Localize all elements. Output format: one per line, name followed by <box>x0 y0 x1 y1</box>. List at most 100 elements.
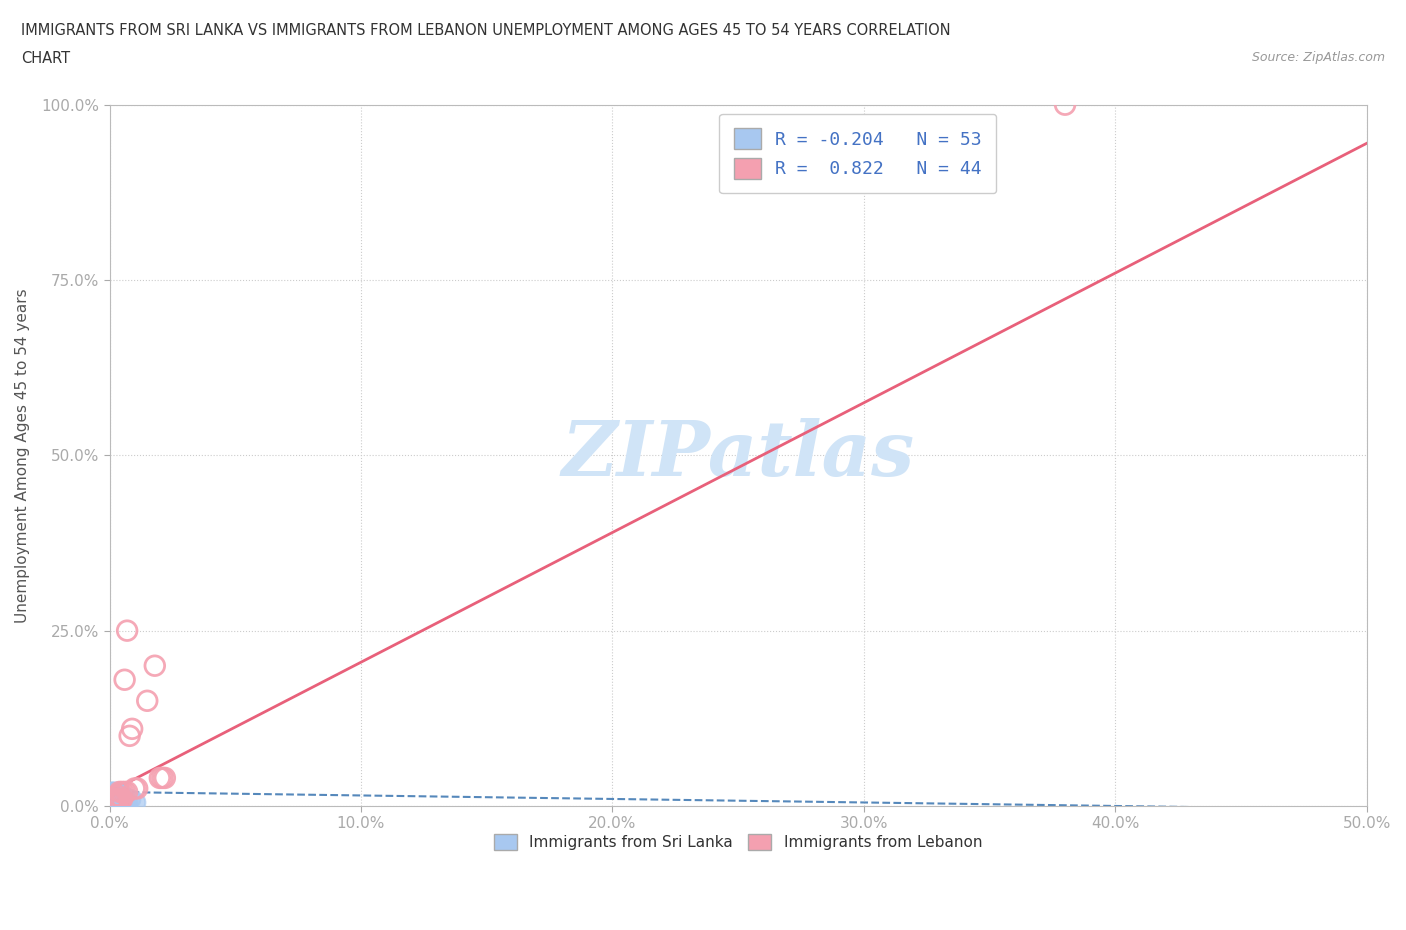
Point <box>103 795 125 810</box>
Point <box>101 791 124 806</box>
Point <box>101 795 124 810</box>
Point <box>101 795 124 810</box>
Point <box>115 623 138 638</box>
Point <box>103 788 125 803</box>
Point <box>103 795 125 810</box>
Point <box>124 781 146 796</box>
Point <box>108 791 131 806</box>
Point <box>101 791 124 806</box>
Text: ZIPatlas: ZIPatlas <box>561 418 915 492</box>
Point <box>105 791 128 806</box>
Point <box>101 795 124 810</box>
Point <box>101 785 124 800</box>
Text: Source: ZipAtlas.com: Source: ZipAtlas.com <box>1251 51 1385 64</box>
Point <box>103 795 125 810</box>
Point <box>115 785 138 800</box>
Point <box>108 785 131 800</box>
Point <box>103 795 125 810</box>
Point <box>101 791 124 806</box>
Point <box>101 795 124 810</box>
Point <box>103 795 125 810</box>
Point <box>108 795 131 810</box>
Point <box>105 795 128 810</box>
Point <box>111 788 134 803</box>
Point <box>149 770 172 785</box>
Point <box>105 795 128 810</box>
Point <box>103 795 125 810</box>
Point <box>118 791 141 806</box>
Point <box>103 791 125 806</box>
Point <box>103 795 125 810</box>
Point <box>101 795 124 810</box>
Text: IMMIGRANTS FROM SRI LANKA VS IMMIGRANTS FROM LEBANON UNEMPLOYMENT AMONG AGES 45 : IMMIGRANTS FROM SRI LANKA VS IMMIGRANTS … <box>21 23 950 38</box>
Point <box>103 791 125 806</box>
Point <box>103 791 125 806</box>
Point <box>101 785 124 800</box>
Point <box>143 658 166 673</box>
Point <box>101 795 124 810</box>
Point <box>103 791 125 806</box>
Point <box>101 795 124 810</box>
Point <box>105 788 128 803</box>
Point <box>105 791 128 806</box>
Point <box>103 795 125 810</box>
Point <box>101 791 124 806</box>
Point <box>101 788 124 803</box>
Point <box>115 795 138 810</box>
Point <box>105 788 128 803</box>
Point <box>105 791 128 806</box>
Point <box>103 795 125 810</box>
Point <box>101 795 124 810</box>
Point <box>111 785 134 800</box>
Text: CHART: CHART <box>21 51 70 66</box>
Point <box>101 791 124 806</box>
Point <box>105 788 128 803</box>
Point <box>108 791 131 806</box>
Point <box>111 791 134 806</box>
Point <box>101 785 124 800</box>
Point <box>108 795 131 810</box>
Legend: Immigrants from Sri Lanka, Immigrants from Lebanon: Immigrants from Sri Lanka, Immigrants fr… <box>486 827 990 858</box>
Point <box>103 791 125 806</box>
Point <box>101 795 124 810</box>
Point <box>118 728 141 743</box>
Point <box>105 795 128 810</box>
Point <box>105 785 128 800</box>
Point <box>136 694 159 709</box>
Point <box>103 795 125 810</box>
Point <box>103 795 125 810</box>
Point <box>103 785 125 800</box>
Point <box>101 795 124 810</box>
Point <box>105 795 128 810</box>
Point <box>101 791 124 806</box>
Point <box>124 795 146 810</box>
Point <box>105 795 128 810</box>
Y-axis label: Unemployment Among Ages 45 to 54 years: Unemployment Among Ages 45 to 54 years <box>15 288 30 623</box>
Point <box>111 795 134 810</box>
Point <box>114 672 136 687</box>
Point <box>114 795 136 810</box>
Point <box>103 791 125 806</box>
Point <box>150 770 173 785</box>
Point <box>101 791 124 806</box>
Point <box>108 795 131 810</box>
Point <box>105 791 128 806</box>
Point <box>108 795 131 810</box>
Point <box>1054 98 1077 113</box>
Point <box>101 795 124 810</box>
Point <box>105 791 128 806</box>
Point <box>103 795 125 810</box>
Point <box>103 795 125 810</box>
Point <box>101 795 124 810</box>
Point <box>105 791 128 806</box>
Point <box>101 795 124 810</box>
Point <box>103 791 125 806</box>
Point <box>127 781 149 796</box>
Point <box>121 722 143 737</box>
Point <box>103 791 125 806</box>
Point <box>101 795 124 810</box>
Point <box>153 770 176 785</box>
Point <box>114 785 136 800</box>
Point <box>103 795 125 810</box>
Point <box>105 788 128 803</box>
